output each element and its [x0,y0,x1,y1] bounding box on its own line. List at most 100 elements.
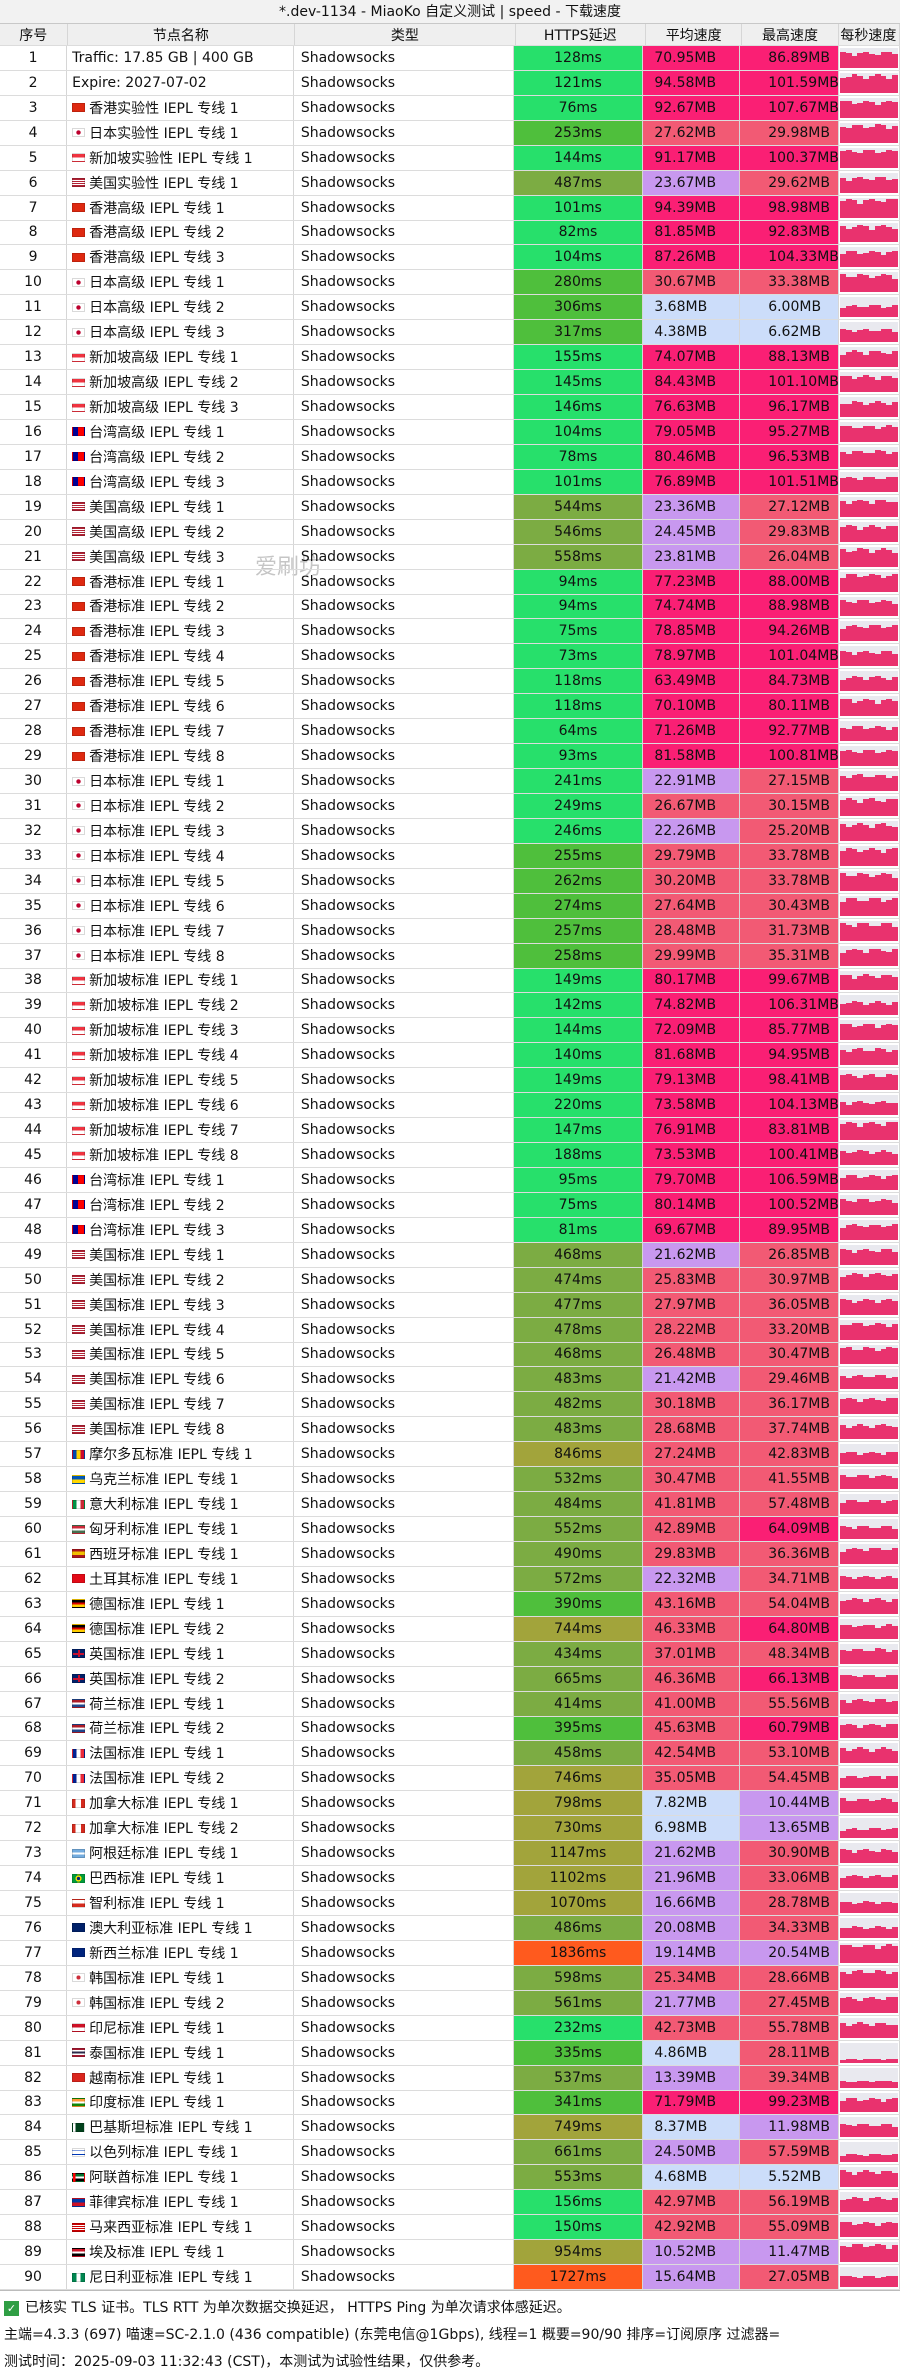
table-row[interactable]: 75 智利标准 IEPL 专线 1 Shadowsocks 1070ms 16.66MB… [0,1891,900,1916]
table-row[interactable]: 3 香港实验性 IEPL 专线 1 Shadowsocks 76ms 92.67MB 10… [0,95,900,121]
sparkline-bar [845,1051,852,1066]
table-row[interactable]: 72 加拿大标准 IEPL 专线 2 Shadowsocks 730ms 6.98MB 1… [0,1816,900,1842]
table-row[interactable]: 51 美国标准 IEPL 专线 3 Shadowsocks 477ms 27.97MB 3… [0,1292,900,1318]
table-row[interactable]: 83 印度标准 IEPL 专线 1 Shadowsocks 341ms 71.79MB 9… [0,2090,900,2116]
table-row[interactable]: 40 新加坡标准 IEPL 专线 3 Shadowsocks 144ms 72.09MB… [0,1018,900,1044]
table-row[interactable]: 89 埃及标准 IEPL 专线 1 Shadowsocks 954ms 10.52MB 1… [0,2240,900,2266]
sparkline-bar [857,2022,864,2038]
table-row[interactable]: 19 美国高级 IEPL 专线 1 Shadowsocks 544ms 23.36MB 2… [0,494,900,520]
table-row[interactable]: 6 美国实验性 IEPL 专线 1 Shadowsocks 487ms 23.67MB 2… [0,170,900,196]
table-row[interactable]: 35 日本标准 IEPL 专线 6 Shadowsocks 274ms 27.64MB 3… [0,893,900,919]
table-row[interactable]: 11 日本高级 IEPL 专线 2 Shadowsocks 306ms 3.68MB 6.… [0,295,900,321]
table-row[interactable]: 44 新加坡标准 IEPL 专线 7 Shadowsocks 147ms 76.91MB… [0,1118,900,1144]
table-row[interactable]: 22 香港标准 IEPL 专线 1 Shadowsocks 94ms 77.23MB 88… [0,569,900,595]
header-index[interactable]: 序号 [0,24,68,45]
table-row[interactable]: 87 菲律宾标准 IEPL 专线 1 Shadowsocks 156ms 42.97MB… [0,2190,900,2216]
table-row[interactable]: 49 美国标准 IEPL 专线 1 Shadowsocks 468ms 21.62MB 2… [0,1242,900,1268]
table-row[interactable]: 60 匈牙利标准 IEPL 专线 1 Shadowsocks 552ms 42.89MB… [0,1517,900,1542]
table-row[interactable]: 36 日本标准 IEPL 专线 7 Shadowsocks 257ms 28.48MB 3… [0,918,900,944]
table-row[interactable]: 80 印尼标准 IEPL 专线 1 Shadowsocks 232ms 42.73MB 5… [0,2015,900,2041]
table-row[interactable]: 8 香港高级 IEPL 专线 2 Shadowsocks 82ms 81.85MB 92.… [0,220,900,246]
table-row[interactable]: 33 日本标准 IEPL 专线 4 Shadowsocks 255ms 29.79MB 3… [0,843,900,869]
table-row[interactable]: 42 新加坡标准 IEPL 专线 5 Shadowsocks 149ms 79.13MB… [0,1068,900,1094]
table-row[interactable]: 61 西班牙标准 IEPL 专线 1 Shadowsocks 490ms 29.83MB… [0,1542,900,1567]
table-row[interactable]: 90 尼日利亚标准 IEPL 专线 1 Shadowsocks 1727ms 15.64… [0,2265,900,2290]
header-type[interactable]: 类型 [295,24,516,45]
table-row[interactable]: 27 香港标准 IEPL 专线 6 Shadowsocks 118ms 70.10MB 8… [0,694,900,720]
table-row[interactable]: 34 日本标准 IEPL 专线 5 Shadowsocks 262ms 30.20MB 3… [0,868,900,894]
table-row[interactable]: 45 新加坡标准 IEPL 专线 8 Shadowsocks 188ms 73.53MB… [0,1143,900,1168]
table-row[interactable]: 55 美国标准 IEPL 专线 7 Shadowsocks 482ms 30.18MB 3… [0,1392,900,1418]
table-row[interactable]: 29 香港标准 IEPL 专线 8 Shadowsocks 93ms 81.58MB 10… [0,744,900,770]
table-row[interactable]: 62 土耳其标准 IEPL 专线 1 Shadowsocks 572ms 22.32MB… [0,1566,900,1592]
table-row[interactable]: 7 香港高级 IEPL 专线 1 Shadowsocks 101ms 94.39MB 98… [0,195,900,221]
table-row[interactable]: 50 美国标准 IEPL 专线 2 Shadowsocks 474ms 25.83MB 3… [0,1267,900,1293]
table-row[interactable]: 68 荷兰标准 IEPL 专线 2 Shadowsocks 395ms 45.63MB 6… [0,1716,900,1742]
table-row[interactable]: 82 越南标准 IEPL 专线 1 Shadowsocks 537ms 13.39MB 3… [0,2065,900,2091]
table-row[interactable]: 10 日本高级 IEPL 专线 1 Shadowsocks 280ms 30.67MB 3… [0,270,900,296]
table-row[interactable]: 81 泰国标准 IEPL 专线 1 Shadowsocks 335ms 4.86MB 28… [0,2040,900,2066]
table-row[interactable]: 88 马来西亚标准 IEPL 专线 1 Shadowsocks 150ms 42.92M… [0,2215,900,2241]
table-row[interactable]: 58 乌克兰标准 IEPL 专线 1 Shadowsocks 532ms 30.47MB… [0,1467,900,1493]
header-https-latency[interactable]: HTTPS延迟 [516,24,647,45]
table-row[interactable]: 66 英国标准 IEPL 专线 2 Shadowsocks 665ms 46.36MB 6… [0,1666,900,1692]
https-latency-text: 118ms [554,673,602,690]
table-row[interactable]: 69 法国标准 IEPL 专线 1 Shadowsocks 458ms 42.54MB 5… [0,1741,900,1767]
table-row[interactable]: 47 台湾标准 IEPL 专线 2 Shadowsocks 75ms 80.14MB 10… [0,1192,900,1218]
table-row[interactable]: 1 Traffic: 17.85 GB | 400 GB Shadowsocks 12… [0,46,900,71]
table-row[interactable]: 48 台湾标准 IEPL 专线 3 Shadowsocks 81ms 69.67MB 89… [0,1217,900,1243]
table-row[interactable]: 79 韩国标准 IEPL 专线 2 Shadowsocks 561ms 21.77MB 2… [0,1990,900,2016]
table-row[interactable]: 53 美国标准 IEPL 专线 5 Shadowsocks 468ms 26.48MB 3… [0,1342,900,1368]
table-row[interactable]: 2 Expire: 2027-07-02 Shadowsocks 121ms 94.58… [0,70,900,96]
table-row[interactable]: 57 摩尔多瓦标准 IEPL 专线 1 Shadowsocks 846ms 27.24M… [0,1442,900,1468]
table-row[interactable]: 39 新加坡标准 IEPL 专线 2 Shadowsocks 142ms 74.82MB… [0,993,900,1019]
table-row[interactable]: 38 新加坡标准 IEPL 专线 1 Shadowsocks 149ms 80.17MB… [0,968,900,994]
table-row[interactable]: 74 巴西标准 IEPL 专线 1 Shadowsocks 1102ms 21.96MB… [0,1866,900,1892]
table-row[interactable]: 54 美国标准 IEPL 专线 6 Shadowsocks 483ms 21.42MB 2… [0,1367,900,1393]
table-row[interactable]: 77 新西兰标准 IEPL 专线 1 Shadowsocks 1836ms 19.14M… [0,1940,900,1966]
table-row[interactable]: 24 香港标准 IEPL 专线 3 Shadowsocks 75ms 78.85MB 94… [0,619,900,645]
table-row[interactable]: 32 日本标准 IEPL 专线 3 Shadowsocks 246ms 22.26MB 2… [0,818,900,844]
table-row[interactable]: 31 日本标准 IEPL 专线 2 Shadowsocks 249ms 26.67MB 3… [0,794,900,819]
table-row[interactable]: 56 美国标准 IEPL 专线 8 Shadowsocks 483ms 28.68MB 3… [0,1417,900,1443]
table-row[interactable]: 21 美国高级 IEPL 专线 3 Shadowsocks 558ms 23.81MB 2… [0,544,900,570]
table-row[interactable]: 52 美国标准 IEPL 专线 4 Shadowsocks 478ms 28.22MB 3… [0,1317,900,1343]
table-row[interactable]: 15 新加坡高级 IEPL 专线 3 Shadowsocks 146ms 76.63MB… [0,395,900,420]
table-row[interactable]: 76 澳大利亚标准 IEPL 专线 1 Shadowsocks 486ms 20.08M… [0,1916,900,1941]
table-row[interactable]: 65 英国标准 IEPL 专线 1 Shadowsocks 434ms 37.01MB 4… [0,1641,900,1667]
table-row[interactable]: 9 香港高级 IEPL 专线 3 Shadowsocks 104ms 87.26MB 10… [0,245,900,271]
table-row[interactable]: 78 韩国标准 IEPL 专线 1 Shadowsocks 598ms 25.34MB 2… [0,1965,900,1991]
header-avg-speed[interactable]: 平均速度 [646,24,743,45]
table-row[interactable]: 18 台湾高级 IEPL 专线 3 Shadowsocks 101ms 76.89MB 1… [0,469,900,495]
table-row[interactable]: 12 日本高级 IEPL 专线 3 Shadowsocks 317ms 4.38MB 6.… [0,320,900,346]
table-row[interactable]: 26 香港标准 IEPL 专线 5 Shadowsocks 118ms 63.49MB 8… [0,669,900,695]
table-row[interactable]: 25 香港标准 IEPL 专线 4 Shadowsocks 73ms 78.97MB 10… [0,644,900,670]
table-row[interactable]: 4 日本实验性 IEPL 专线 1 Shadowsocks 253ms 27.62MB 2… [0,120,900,146]
header-max-speed[interactable]: 最高速度 [742,24,839,45]
header-node-name[interactable]: 节点名称 [68,24,296,45]
table-row[interactable]: 28 香港标准 IEPL 专线 7 Shadowsocks 64ms 71.26MB 92… [0,719,900,745]
table-row[interactable]: 84 巴基斯坦标准 IEPL 专线 1 Shadowsocks 749ms 8.37MB… [0,2115,900,2141]
table-row[interactable]: 64 德国标准 IEPL 专线 2 Shadowsocks 744ms 46.33MB 6… [0,1616,900,1642]
table-row[interactable]: 20 美国高级 IEPL 专线 2 Shadowsocks 546ms 24.45MB 2… [0,519,900,545]
table-row[interactable]: 23 香港标准 IEPL 专线 2 Shadowsocks 94ms 74.74MB 88… [0,594,900,620]
table-row[interactable]: 14 新加坡高级 IEPL 专线 2 Shadowsocks 145ms 84.43MB… [0,370,900,396]
table-row[interactable]: 85 以色列标准 IEPL 专线 1 Shadowsocks 661ms 24.50MB… [0,2140,900,2166]
table-row[interactable]: 13 新加坡高级 IEPL 专线 1 Shadowsocks 155ms 74.07MB… [0,345,900,371]
table-row[interactable]: 37 日本标准 IEPL 专线 8 Shadowsocks 258ms 29.99MB 3… [0,943,900,969]
table-row[interactable]: 71 加拿大标准 IEPL 专线 1 Shadowsocks 798ms 7.82MB 1… [0,1791,900,1817]
table-row[interactable]: 73 阿根廷标准 IEPL 专线 1 Shadowsocks 1147ms 21.62M… [0,1841,900,1867]
table-row[interactable]: 17 台湾高级 IEPL 专线 2 Shadowsocks 78ms 80.46MB 96… [0,444,900,470]
table-row[interactable]: 67 荷兰标准 IEPL 专线 1 Shadowsocks 414ms 41.00MB 5… [0,1691,900,1717]
table-row[interactable]: 70 法国标准 IEPL 专线 2 Shadowsocks 746ms 35.05MB 5… [0,1766,900,1792]
table-row[interactable]: 41 新加坡标准 IEPL 专线 4 Shadowsocks 140ms 81.68MB… [0,1043,900,1069]
table-row[interactable]: 59 意大利标准 IEPL 专线 1 Shadowsocks 484ms 41.81MB… [0,1492,900,1518]
table-row[interactable]: 63 德国标准 IEPL 专线 1 Shadowsocks 390ms 43.16MB 5… [0,1591,900,1617]
table-row[interactable]: 46 台湾标准 IEPL 专线 1 Shadowsocks 95ms 79.70MB 10… [0,1168,900,1193]
table-row[interactable]: 43 新加坡标准 IEPL 专线 6 Shadowsocks 220ms 73.58MB… [0,1093,900,1119]
table-row[interactable]: 86 阿联酋标准 IEPL 专线 1 Shadowsocks 553ms 4.68MB 5… [0,2165,900,2191]
table-row[interactable]: 16 台湾高级 IEPL 专线 1 Shadowsocks 104ms 79.05MB 9… [0,420,900,445]
header-per-second-speed[interactable]: 每秒速度 [839,24,900,45]
table-row[interactable]: 30 日本标准 IEPL 专线 1 Shadowsocks 241ms 22.91MB 2… [0,769,900,794]
table-row[interactable]: 5 新加坡实验性 IEPL 专线 1 Shadowsocks 144ms 91.17MB… [0,145,900,171]
